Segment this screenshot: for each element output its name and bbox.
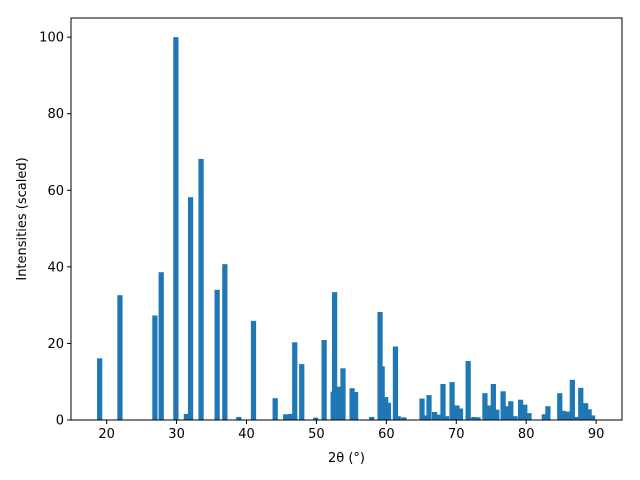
- x-tick-label: 70: [448, 427, 465, 442]
- bar: [545, 406, 551, 420]
- bar: [517, 399, 524, 420]
- bar: [198, 158, 204, 421]
- bar: [392, 346, 399, 420]
- x-tick-label: 90: [588, 427, 605, 442]
- y-tick-label: 0: [56, 414, 64, 429]
- y-tick-label: 80: [47, 107, 64, 122]
- x-tick-label: 60: [378, 427, 395, 442]
- bar: [419, 398, 425, 420]
- bar: [287, 413, 294, 420]
- bar: [564, 411, 571, 420]
- y-tick-label: 40: [47, 260, 64, 275]
- bar: [401, 417, 407, 420]
- bar: [590, 415, 596, 420]
- bar: [214, 289, 220, 420]
- bar: [349, 388, 355, 420]
- bar: [377, 312, 383, 420]
- bar: [449, 382, 455, 420]
- bar: [352, 392, 359, 420]
- bar: [541, 414, 548, 420]
- bar: [292, 342, 298, 420]
- x-tick-label: 40: [238, 427, 255, 442]
- bar: [560, 410, 566, 420]
- bar: [443, 416, 450, 420]
- x-tick-label: 30: [168, 427, 185, 442]
- bar: [331, 292, 338, 420]
- bar: [313, 417, 319, 420]
- y-tick-label: 60: [47, 184, 64, 199]
- bar: [422, 415, 429, 420]
- bar: [512, 416, 518, 420]
- x-tick-label: 80: [518, 427, 535, 442]
- bar: [340, 368, 346, 420]
- bar: [395, 416, 401, 420]
- bar: [321, 339, 327, 420]
- bar: [485, 405, 492, 420]
- bar-series: [97, 37, 596, 421]
- bar: [379, 366, 385, 420]
- bar: [504, 406, 510, 420]
- bar: [299, 364, 305, 420]
- bar: [236, 416, 242, 420]
- bar: [586, 409, 592, 420]
- bar: [283, 414, 289, 420]
- x-tick-label: 20: [98, 427, 115, 442]
- bar: [369, 416, 375, 420]
- x-tick-label: 50: [308, 427, 325, 442]
- bar: [435, 414, 441, 420]
- bar: [475, 417, 481, 420]
- bar: [272, 398, 278, 420]
- bar: [440, 384, 446, 420]
- bar: [431, 411, 438, 420]
- y-tick-label: 20: [47, 337, 64, 352]
- y-tick-label: 100: [39, 31, 64, 46]
- bar: [482, 393, 488, 420]
- bar: [152, 315, 158, 420]
- bar: [557, 393, 563, 420]
- bar: [383, 397, 389, 420]
- bar: [158, 272, 164, 420]
- y-axis: 0 20 40 60 80 100: [39, 31, 71, 429]
- bar: [183, 413, 189, 420]
- bar: [250, 320, 257, 420]
- bar: [494, 409, 500, 420]
- y-axis-label: Intensities (scaled): [15, 157, 30, 280]
- bar: [490, 384, 496, 420]
- bar: [526, 413, 532, 420]
- bar: [457, 408, 464, 420]
- bar: [578, 387, 584, 420]
- bar: [385, 402, 392, 420]
- bar: [336, 386, 343, 420]
- bar: [454, 405, 460, 420]
- x-axis: 20 30 40 50 60 70 80 90: [98, 420, 604, 442]
- bar: [574, 416, 580, 420]
- bar: [187, 197, 194, 420]
- bar: [500, 391, 506, 420]
- bar: [426, 395, 432, 420]
- bar: [117, 295, 123, 420]
- bar: [508, 401, 514, 420]
- bar: [583, 403, 589, 420]
- x-axis-label: 2θ (°): [328, 451, 365, 466]
- bar: [173, 37, 179, 421]
- bar: [222, 264, 228, 420]
- plot-frame: [70, 17, 623, 421]
- bar: [465, 361, 471, 420]
- bar: [471, 416, 477, 420]
- bar: [569, 379, 575, 420]
- bar: [97, 358, 103, 420]
- bar: [522, 404, 528, 420]
